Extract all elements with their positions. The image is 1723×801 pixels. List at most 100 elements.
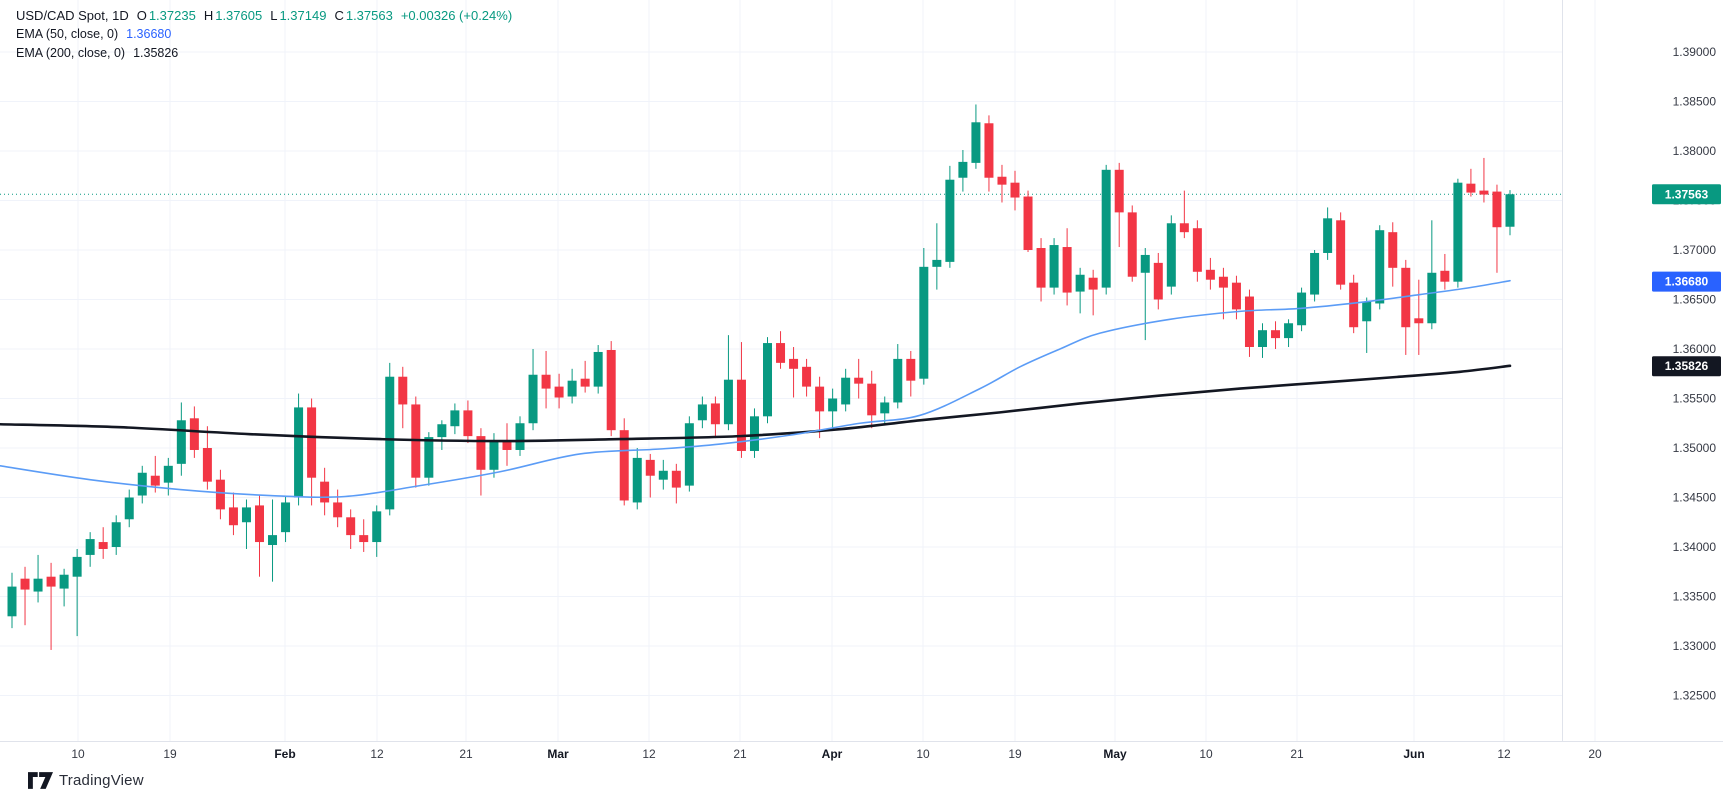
candle[interactable]	[1453, 178, 1463, 288]
symbol-title[interactable]: USD/CAD Spot, 1D	[16, 8, 129, 23]
candle[interactable]	[1244, 289, 1254, 357]
candle[interactable]	[7, 572, 17, 629]
candle[interactable]	[684, 416, 694, 492]
candle[interactable]	[893, 344, 903, 409]
candle[interactable]	[59, 568, 69, 607]
candle[interactable]	[906, 350, 916, 397]
candle[interactable]	[85, 532, 95, 567]
candle[interactable]	[307, 398, 317, 506]
candle[interactable]	[215, 469, 225, 520]
candle[interactable]	[1492, 184, 1502, 273]
candle[interactable]	[1101, 164, 1111, 295]
candle[interactable]	[1153, 252, 1163, 310]
candle[interactable]	[1218, 267, 1228, 320]
candle[interactable]	[241, 499, 251, 549]
candle[interactable]	[1414, 279, 1424, 355]
candle[interactable]	[1479, 157, 1489, 203]
candle[interactable]	[854, 358, 864, 399]
candle[interactable]	[202, 426, 212, 490]
candle[interactable]	[1127, 205, 1137, 282]
candle[interactable]	[268, 499, 278, 582]
candle[interactable]	[20, 566, 30, 626]
candle[interactable]	[658, 459, 668, 490]
candle[interactable]	[1179, 190, 1189, 239]
candle[interactable]	[971, 104, 981, 169]
candle[interactable]	[515, 416, 525, 456]
candle[interactable]	[880, 396, 890, 424]
candle[interactable]	[619, 418, 629, 506]
candle[interactable]	[919, 248, 929, 385]
tradingview-watermark[interactable]: TradingView	[28, 772, 144, 789]
candle[interactable]	[111, 515, 121, 555]
candle[interactable]	[137, 465, 147, 504]
candle[interactable]	[945, 165, 955, 268]
ema50-legend-row[interactable]: EMA (50, close, 0) 1.36680	[16, 25, 512, 44]
candle[interactable]	[1310, 250, 1320, 302]
candle[interactable]	[398, 366, 408, 429]
candle[interactable]	[984, 115, 994, 192]
candle[interactable]	[320, 467, 330, 516]
candle[interactable]	[606, 341, 616, 437]
candle[interactable]	[346, 509, 356, 549]
candle[interactable]	[1362, 297, 1372, 353]
candle[interactable]	[763, 337, 773, 424]
candle[interactable]	[359, 519, 369, 552]
candle[interactable]	[541, 350, 551, 409]
candle[interactable]	[1088, 269, 1098, 316]
candle[interactable]	[815, 376, 825, 439]
candle[interactable]	[176, 402, 186, 476]
candle[interactable]	[1388, 222, 1398, 287]
candle[interactable]	[1140, 248, 1150, 341]
candle[interactable]	[1166, 215, 1176, 295]
candle[interactable]	[710, 396, 720, 439]
candle[interactable]	[997, 164, 1007, 203]
candle[interactable]	[437, 420, 447, 450]
candle[interactable]	[476, 428, 486, 496]
candle[interactable]	[802, 358, 812, 397]
candle[interactable]	[333, 489, 343, 528]
candle[interactable]	[867, 370, 877, 429]
candle[interactable]	[1114, 162, 1124, 248]
candle[interactable]	[1049, 238, 1059, 295]
candle[interactable]	[671, 463, 681, 504]
symbol-legend-row[interactable]: USD/CAD Spot, 1D O 1.37235 H 1.37605 L 1.37…	[16, 6, 512, 25]
candle[interactable]	[1023, 190, 1033, 252]
price-scale-drag-zone[interactable]	[1562, 0, 1723, 741]
candle[interactable]	[1466, 168, 1476, 197]
candle[interactable]	[593, 345, 603, 394]
candle[interactable]	[697, 396, 707, 429]
candle[interactable]	[554, 373, 564, 409]
candle[interactable]	[645, 453, 655, 498]
candle[interactable]	[1284, 319, 1294, 348]
candle[interactable]	[1375, 225, 1385, 310]
candle[interactable]	[723, 335, 733, 431]
candle[interactable]	[1401, 259, 1411, 355]
time-scale-drag-zone[interactable]	[0, 741, 1723, 771]
candle[interactable]	[736, 342, 746, 458]
candle[interactable]	[150, 455, 160, 493]
candle[interactable]	[502, 423, 512, 466]
candle[interactable]	[1192, 220, 1202, 282]
candle[interactable]	[1427, 220, 1437, 330]
candle[interactable]	[1036, 238, 1046, 302]
candle[interactable]	[1075, 267, 1085, 314]
candle[interactable]	[1505, 190, 1515, 236]
candle[interactable]	[46, 562, 56, 650]
time-axis[interactable]: 10 19 Feb 12 21 Mar 12 21 Apr 10 19 May 10 21 Jun 12 20	[71, 747, 1602, 761]
candle[interactable]	[789, 347, 799, 398]
ema200-line[interactable]	[0, 364, 1512, 443]
candle[interactable]	[567, 368, 577, 404]
candle[interactable]	[1297, 287, 1307, 332]
candle[interactable]	[254, 495, 264, 577]
candle[interactable]	[281, 495, 291, 543]
candle[interactable]	[124, 489, 134, 528]
candle[interactable]	[1062, 228, 1072, 306]
candle[interactable]	[72, 548, 82, 637]
candle[interactable]	[1257, 323, 1267, 358]
candle[interactable]	[776, 331, 786, 369]
candle[interactable]	[228, 492, 238, 536]
candle[interactable]	[828, 388, 838, 429]
candle[interactable]	[33, 554, 43, 603]
